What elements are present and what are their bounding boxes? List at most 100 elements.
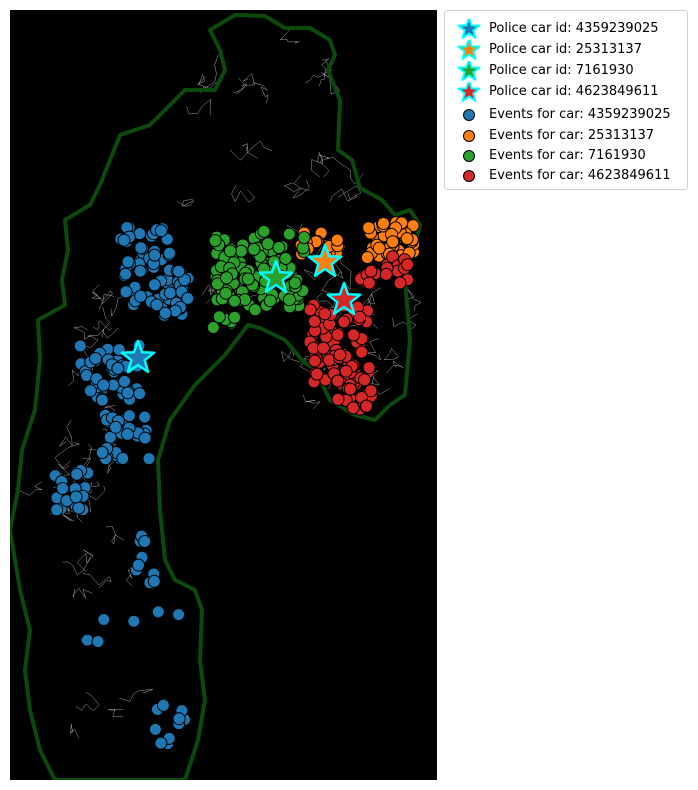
police-car-star-icon <box>326 281 362 316</box>
road-segment <box>62 556 91 576</box>
legend-star-mark <box>457 40 481 60</box>
road-segment <box>186 98 212 116</box>
road-segment <box>73 587 93 599</box>
events-car-4359239025 <box>48 221 195 751</box>
event-point <box>310 367 324 381</box>
event-point <box>109 420 123 434</box>
event-point <box>134 289 148 303</box>
events-car-4623849611 <box>303 250 415 416</box>
event-point <box>95 446 109 459</box>
legend-star-mark <box>457 61 481 81</box>
legend-label: Police car id: 25313137 <box>489 42 642 57</box>
dot-icon <box>463 150 475 162</box>
event-point <box>386 235 400 249</box>
event-point <box>119 285 133 299</box>
event-point <box>117 233 131 247</box>
event-point <box>360 399 373 413</box>
event-point <box>121 386 135 400</box>
event-point <box>89 352 102 365</box>
road-segment <box>105 526 125 545</box>
road-segment <box>82 573 112 589</box>
event-point <box>111 361 125 375</box>
event-point <box>308 314 321 328</box>
road-segment <box>199 54 219 94</box>
event-point <box>50 503 64 517</box>
road-segment <box>75 692 100 712</box>
police-car-star-icon <box>307 243 343 278</box>
road-segment <box>72 326 92 340</box>
legend-item-events-4359239025: Events for car: 4359239025 <box>445 105 687 125</box>
event-point <box>308 354 322 368</box>
legend-dot-mark <box>463 170 475 182</box>
legend-item-police-car-4623849611: Police car id: 4623849611 <box>445 82 687 102</box>
event-point <box>393 276 407 290</box>
event-point <box>72 501 86 515</box>
map-panel[interactable] <box>10 10 437 780</box>
event-point <box>316 341 330 355</box>
legend-star-mark <box>457 19 481 39</box>
legend-item-police-car-7161930: Police car id: 7161930 <box>445 61 687 81</box>
event-point <box>158 306 172 320</box>
event-point <box>364 264 378 278</box>
star-icon <box>457 61 481 81</box>
event-point <box>372 241 386 255</box>
event-point <box>151 605 165 619</box>
road-segment <box>292 180 310 199</box>
event-point <box>282 227 296 241</box>
event-point <box>70 467 84 481</box>
road-segment <box>54 442 80 469</box>
legend-label: Events for car: 25313137 <box>489 128 655 143</box>
event-point <box>364 384 378 398</box>
event-point <box>80 633 94 647</box>
event-point <box>172 712 186 726</box>
event-point <box>138 535 152 548</box>
event-point <box>208 234 222 248</box>
road-segment <box>318 58 330 87</box>
event-point <box>288 276 302 290</box>
map-canvas[interactable] <box>10 10 437 780</box>
event-point <box>358 373 371 387</box>
event-point <box>297 231 311 244</box>
road-segment <box>330 188 357 202</box>
event-point <box>331 374 345 388</box>
event-point <box>223 244 237 258</box>
road-segment <box>252 82 269 104</box>
road-segment <box>242 143 258 159</box>
road-segment <box>302 394 321 410</box>
event-point <box>127 614 141 628</box>
event-point <box>121 427 134 441</box>
event-point <box>138 410 152 424</box>
star-icon <box>457 19 481 39</box>
event-point <box>154 224 168 238</box>
event-point <box>362 276 376 290</box>
dot-icon <box>463 130 475 142</box>
road-segment <box>119 689 153 702</box>
event-point <box>247 242 261 256</box>
legend-label: Police car id: 4359239025 <box>489 21 659 36</box>
road-segment <box>233 77 248 94</box>
road-segment <box>177 198 195 207</box>
event-point <box>318 307 332 321</box>
event-point <box>116 452 130 465</box>
event-point <box>330 233 344 247</box>
legend-item-police-car-25313137: Police car id: 25313137 <box>445 40 687 60</box>
event-point <box>142 452 156 466</box>
event-point <box>121 255 135 269</box>
event-point <box>219 286 233 300</box>
event-point <box>122 409 136 423</box>
event-point <box>73 339 87 353</box>
event-point <box>163 246 176 260</box>
event-point <box>263 294 277 308</box>
road-segment <box>93 320 112 331</box>
event-point <box>362 361 376 375</box>
event-point <box>248 303 262 317</box>
legend-item-events-4623849611: Events for car: 4623849611 <box>445 166 687 186</box>
event-point <box>69 490 83 504</box>
event-point <box>220 271 234 285</box>
event-point <box>331 328 345 342</box>
event-point <box>148 248 162 262</box>
road-segment <box>235 73 256 95</box>
legend: Police car id: 4359239025 Police car id:… <box>444 10 688 190</box>
event-point <box>134 241 148 255</box>
event-point <box>83 384 97 398</box>
